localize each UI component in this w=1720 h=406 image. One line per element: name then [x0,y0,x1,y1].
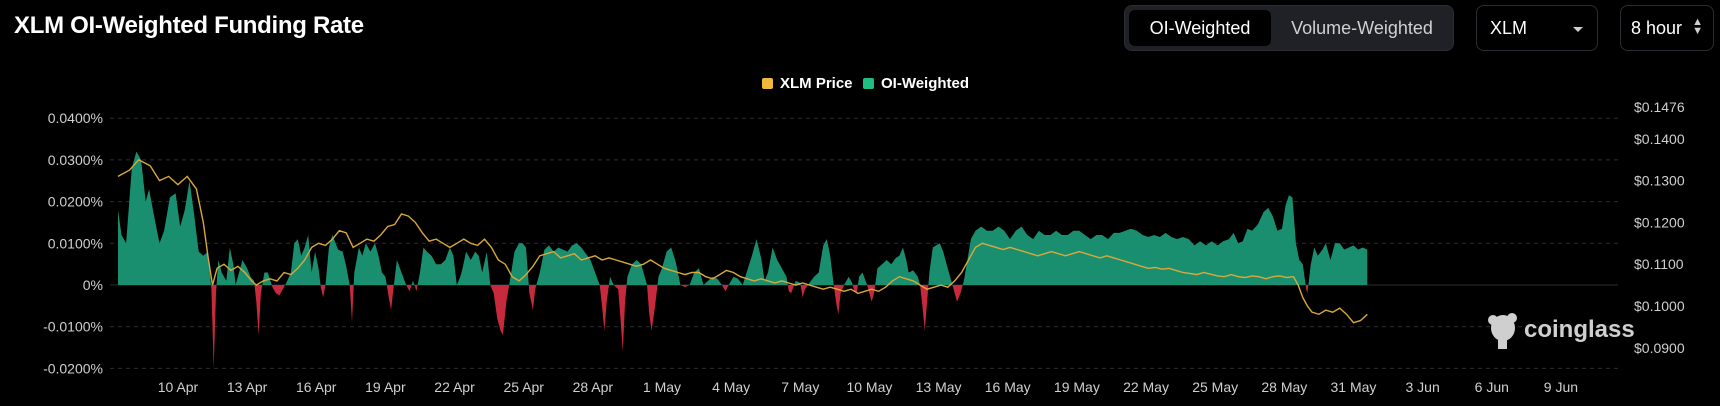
right-axis: $0.1476 $0.1400 $0.1300 $0.1200 $0.1100 $0.10… [1634,99,1685,356]
x-tick: 25 Apr [503,379,544,395]
y-right-tick: $0.1300 [1634,173,1685,189]
x-tick: 10 Apr [158,379,199,395]
x-tick: 25 May [1192,379,1238,395]
x-tick: 22 May [1123,379,1169,395]
x-tick: 6 Jun [1475,379,1509,395]
tab-oi-weighted[interactable]: OI-Weighted [1129,10,1271,46]
x-tick: 9 Jun [1544,379,1578,395]
watermark-text: coinglass [1524,316,1635,343]
y-left-tick: 0% [83,277,103,293]
x-tick: 1 May [643,379,681,395]
y-right-tick: $0.1400 [1634,131,1685,147]
xlm-price-line [117,158,1368,324]
y-right-tick: $0.1100 [1634,256,1684,272]
y-right-tick: $0.1476 [1634,99,1685,115]
y-left-tick: 0.0100% [48,235,103,251]
x-tick: 13 May [916,379,962,395]
watermark: coinglass [1488,313,1635,349]
interval-select-value: 8 hour [1631,18,1683,38]
weighting-toggle: OI-Weighted Volume-Weighted [1124,5,1454,51]
funding-rate-chart: XLM Price OI-Weighted 0.0400% 0.0300% 0.02… [43,75,1685,395]
positive-funding-area [118,151,1368,285]
x-tick: 13 Apr [227,379,268,395]
left-axis: 0.0400% 0.0300% 0.0200% 0.0100% 0% -0.0100% -0… [43,110,103,376]
chevron-down-icon [1573,27,1583,32]
page-title: XLM OI-Weighted Funding Rate [14,12,364,39]
x-tick: 28 Apr [573,379,614,395]
x-tick: 7 May [781,379,819,395]
interval-select[interactable]: 8 hour ▲ ▼ [1620,5,1714,51]
y-right-tick: $0.1000 [1634,298,1685,314]
x-tick: 4 May [712,379,750,395]
grid [110,117,1618,369]
price-line [117,158,1368,324]
y-right-tick: $0.1200 [1634,214,1685,230]
x-tick: 3 Jun [1406,379,1440,395]
legend: XLM Price OI-Weighted [762,75,969,92]
x-tick: 10 May [846,379,892,395]
coinglass-logo-icon [1488,313,1517,349]
legend-swatch-oi [863,78,874,89]
x-tick: 16 May [985,379,1031,395]
y-left-tick: 0.0400% [48,110,103,126]
x-tick: 31 May [1331,379,1377,395]
y-right-tick: $0.0900 [1634,340,1685,356]
legend-label-price[interactable]: XLM Price [780,75,853,92]
y-left-tick: -0.0100% [43,319,103,335]
x-axis: 10 Apr 13 Apr 16 Apr 19 Apr 22 Apr 25 Apr 28 A… [158,379,1578,395]
coin-select[interactable]: XLM [1476,5,1598,51]
legend-label-oi[interactable]: OI-Weighted [881,75,969,92]
legend-swatch-price [762,78,773,89]
funding-area [118,151,1368,369]
y-left-tick: 0.0300% [48,152,103,168]
y-left-tick: 0.0200% [48,194,103,210]
x-tick: 19 Apr [365,379,406,395]
tab-volume-weighted[interactable]: Volume-Weighted [1291,18,1433,38]
x-tick: 22 Apr [434,379,475,395]
coin-select-value: XLM [1490,18,1528,38]
x-tick: 16 Apr [296,379,337,395]
x-tick: 28 May [1261,379,1307,395]
y-left-tick: -0.0200% [43,360,103,376]
up-down-arrows-icon: ▲ ▼ [1692,16,1703,37]
x-tick: 19 May [1054,379,1100,395]
